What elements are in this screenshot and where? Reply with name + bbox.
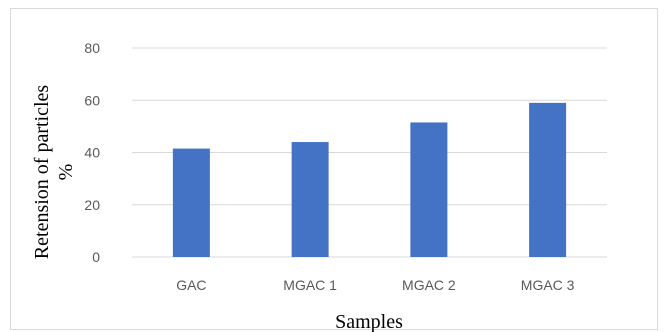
bar-mgac-1 (291, 142, 329, 257)
x-tick-label-gac: GAC (176, 277, 206, 293)
y-tick-label-60: 60 (84, 92, 100, 108)
x-tick-labels: GAC MGAC 1 MGAC 2 MGAC 3 (176, 277, 574, 293)
y-tick-labels: 0 20 40 60 80 (84, 40, 100, 265)
y-tick-label-20: 20 (84, 197, 100, 213)
bars (172, 102, 567, 257)
x-axis-title: Samples (335, 311, 403, 332)
y-tick-label-80: 80 (84, 40, 100, 56)
bar-mgac-3 (529, 102, 567, 257)
gridlines (132, 47, 607, 258)
bar-gac (172, 148, 210, 257)
x-tick-label-mgac-2: MGAC 2 (402, 277, 456, 293)
y-tick-label-40: 40 (84, 145, 100, 161)
x-tick-label-mgac-1: MGAC 1 (283, 277, 337, 293)
y-axis-title-line1: Retension of particles (31, 85, 53, 260)
bar-mgac-2 (410, 122, 448, 257)
y-axis-title-line2: % (55, 164, 77, 181)
y-axis-title: Retension of particles % (31, 85, 77, 260)
x-tick-label-mgac-3: MGAC 3 (521, 277, 575, 293)
y-tick-label-0: 0 (92, 249, 100, 265)
